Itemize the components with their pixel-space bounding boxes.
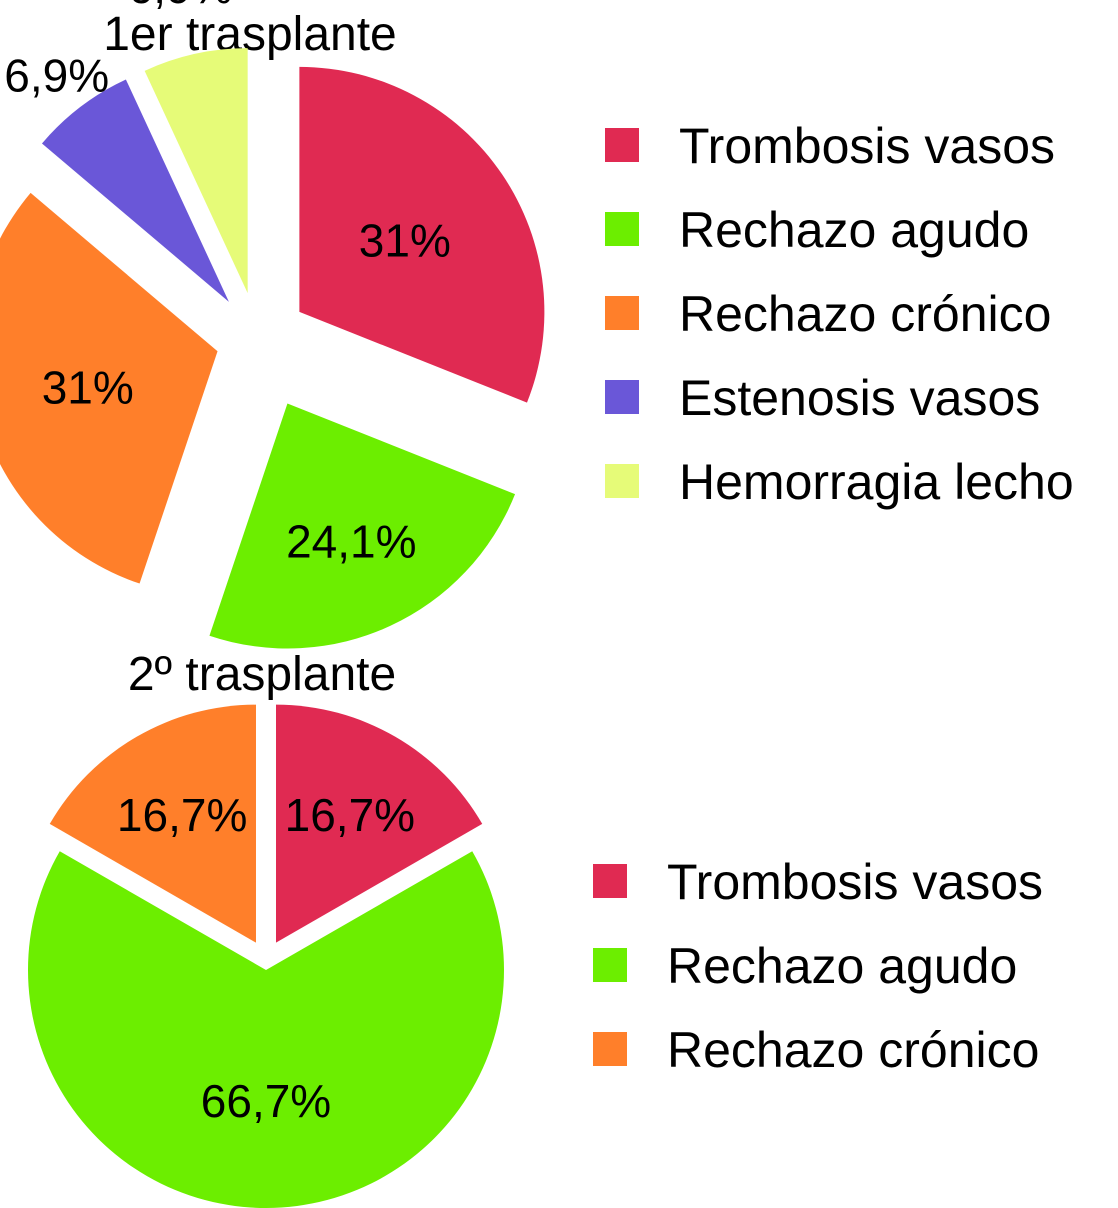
chart2-data-label-trombosis-vasos: 16,7% <box>285 789 415 841</box>
chart1-legend-label-trombosis-vasos: Trombosis vasos <box>679 118 1055 174</box>
chart1-legend-label-rechazo-cronico: Rechazo crónico <box>679 286 1051 342</box>
chart2-data-label-rechazo-cronico: 16,7% <box>117 789 247 841</box>
chart2-legend-swatch-trombosis-vasos <box>593 864 627 898</box>
chart2-legend-swatch-rechazo-agudo <box>593 948 627 982</box>
chart2-slice-trombosis-vasos <box>276 704 483 943</box>
chart1-legend-swatch-rechazo-agudo <box>605 212 639 246</box>
chart1-data-label-estenosis-vasos: 6,9% <box>4 50 109 102</box>
chart1-data-label-rechazo-cronico: 31% <box>42 361 134 413</box>
chart2-data-label-rechazo-agudo: 66,7% <box>201 1075 331 1127</box>
chart1-legend-label-hemorragia-lecho: Hemorragia lecho <box>679 454 1074 510</box>
chart1-data-label-trombosis-vasos: 31% <box>359 214 451 266</box>
chart1-legend-label-rechazo-agudo: Rechazo agudo <box>679 202 1029 258</box>
chart1-slice-hemorragia-lecho <box>144 48 248 294</box>
chart2-slice-rechazo-cronico <box>49 704 256 943</box>
chart2-legend-swatch-rechazo-cronico <box>593 1032 627 1066</box>
chart1-slice-rechazo-agudo <box>209 403 516 649</box>
chart1-legend: Trombosis vasos Rechazo agudo Rechazo crón… <box>605 118 1074 510</box>
chart1-slice-trombosis-vasos <box>299 66 545 403</box>
chart1-legend-swatch-estenosis-vasos <box>605 380 639 414</box>
chart2-legend-label-rechazo-cronico: Rechazo crónico <box>667 1022 1039 1078</box>
chart1-legend-swatch-rechazo-cronico <box>605 296 639 330</box>
chart1-slice-estenosis-vasos <box>41 79 229 302</box>
chart1-legend-label-estenosis-vasos: Estenosis vasos <box>679 370 1040 426</box>
chart1-legend-swatch-trombosis-vasos <box>605 128 639 162</box>
chart1-title: 1er trasplante <box>103 8 397 61</box>
chart2-legend-label-trombosis-vasos: Trombosis vasos <box>667 854 1043 910</box>
chart1-slice-rechazo-cronico <box>0 192 218 584</box>
chart1-legend-swatch-hemorragia-lecho <box>605 464 639 498</box>
chart2-legend-label-rechazo-agudo: Rechazo agudo <box>667 938 1017 994</box>
chart1-pie: 31% 24,1% 31% 6,9% 6,9% <box>0 0 545 649</box>
chart2-title: 2º trasplante <box>128 648 396 701</box>
chart1-data-label-hemorragia-lecho: 6,9% <box>128 0 233 13</box>
chart1-data-label-rechazo-agudo: 24,1% <box>286 515 416 567</box>
chart2-slice-rechazo-agudo <box>28 851 505 1208</box>
chart2-pie: 16,7% 66,7% 16,7% <box>28 704 505 1208</box>
chart2-legend: Trombosis vasos Rechazo agudo Rechazo crón… <box>593 854 1043 1078</box>
